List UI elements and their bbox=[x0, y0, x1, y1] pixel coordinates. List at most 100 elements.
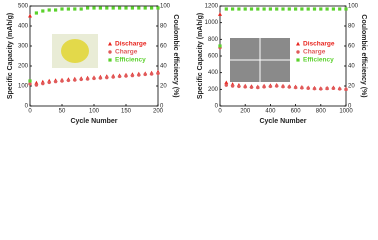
y-tick-label: 300 bbox=[18, 44, 29, 50]
y-tick-label: 1000 bbox=[205, 20, 219, 26]
point bbox=[281, 7, 285, 11]
point bbox=[325, 7, 329, 11]
point bbox=[124, 6, 128, 10]
point bbox=[79, 77, 83, 82]
point bbox=[92, 6, 96, 10]
x-tick-label: 200 bbox=[153, 109, 164, 115]
point bbox=[86, 6, 90, 10]
point bbox=[224, 7, 228, 11]
point bbox=[268, 7, 272, 11]
y-tick-label: 800 bbox=[208, 37, 219, 43]
x-tick-label: 1000 bbox=[339, 109, 353, 115]
x-tick-label: 0 bbox=[28, 109, 32, 115]
point bbox=[60, 7, 64, 11]
x-axis-label: Cycle Number bbox=[70, 118, 117, 125]
y2-tick-label: 40 bbox=[348, 64, 355, 70]
point bbox=[34, 83, 39, 87]
legend-label: Charge bbox=[115, 49, 138, 56]
point bbox=[47, 8, 51, 12]
point bbox=[124, 74, 128, 78]
point bbox=[105, 75, 109, 80]
point bbox=[108, 58, 112, 62]
point bbox=[243, 7, 247, 11]
point bbox=[296, 41, 300, 46]
y2-tick-label: 80 bbox=[348, 24, 355, 30]
point bbox=[344, 7, 348, 11]
point bbox=[28, 82, 32, 86]
point bbox=[108, 50, 112, 54]
y2-axis-label: Coulombic efficiency (%) bbox=[360, 14, 367, 97]
y2-axis-label: Coulombic efficiency (%) bbox=[172, 14, 179, 97]
point bbox=[54, 8, 58, 12]
point bbox=[300, 7, 304, 11]
point bbox=[296, 58, 300, 62]
y2-tick-label: 0 bbox=[160, 104, 164, 110]
point bbox=[338, 7, 342, 11]
point bbox=[296, 50, 300, 54]
point bbox=[237, 84, 241, 89]
point bbox=[231, 7, 235, 11]
point bbox=[137, 73, 141, 77]
point bbox=[53, 79, 58, 84]
point bbox=[243, 85, 247, 89]
x-tick-label: 150 bbox=[121, 109, 132, 115]
point bbox=[312, 7, 317, 11]
x-tick-label: 200 bbox=[240, 109, 251, 115]
point bbox=[249, 85, 254, 89]
y2-tick-label: 0 bbox=[348, 104, 352, 110]
point bbox=[111, 6, 115, 10]
point bbox=[275, 7, 279, 11]
point bbox=[268, 84, 273, 89]
x-tick-label: 50 bbox=[59, 109, 66, 115]
point bbox=[143, 6, 147, 10]
x-tick-label: 100 bbox=[89, 109, 100, 115]
point bbox=[143, 72, 147, 77]
y2-tick-label: 40 bbox=[160, 64, 167, 70]
point bbox=[156, 6, 160, 10]
point bbox=[262, 85, 266, 89]
y-tick-label: 200 bbox=[18, 64, 29, 70]
point bbox=[130, 73, 135, 78]
point bbox=[41, 9, 45, 13]
point bbox=[287, 85, 291, 89]
y2-tick-label: 20 bbox=[160, 84, 167, 90]
y2-tick-label: 100 bbox=[160, 4, 171, 10]
point bbox=[41, 81, 45, 86]
y-tick-label: 1200 bbox=[205, 4, 219, 10]
x-axis-label: Cycle Number bbox=[259, 118, 306, 125]
legend-label: Charge bbox=[303, 49, 326, 56]
point bbox=[262, 7, 266, 11]
y2-tick-label: 60 bbox=[160, 44, 167, 50]
point bbox=[28, 79, 32, 83]
y2-tick-label: 100 bbox=[348, 4, 359, 10]
point bbox=[230, 84, 235, 88]
point bbox=[306, 7, 310, 11]
legend-label: Discharge bbox=[303, 41, 335, 48]
point bbox=[28, 13, 32, 18]
legend-label: Efficiency bbox=[115, 57, 146, 64]
y2-tick-label: 60 bbox=[348, 44, 355, 50]
point bbox=[249, 7, 254, 11]
point bbox=[224, 80, 229, 85]
point bbox=[224, 83, 228, 87]
y-tick-label: 400 bbox=[208, 70, 219, 76]
point bbox=[319, 87, 323, 91]
point bbox=[275, 84, 279, 88]
point bbox=[105, 6, 109, 10]
y-axis-label: Specific Capacity (mAh/g) bbox=[7, 13, 14, 99]
point bbox=[156, 71, 160, 76]
point bbox=[98, 6, 102, 10]
point bbox=[300, 86, 304, 90]
x-tick-label: 600 bbox=[291, 109, 302, 115]
y2-tick-label: 20 bbox=[348, 84, 355, 90]
point bbox=[294, 7, 298, 11]
point bbox=[73, 7, 77, 11]
x-tick-label: 400 bbox=[265, 109, 276, 115]
point bbox=[66, 7, 70, 11]
y-tick-label: 0 bbox=[25, 104, 29, 110]
point bbox=[130, 6, 134, 10]
point bbox=[92, 76, 96, 81]
x-tick-label: 800 bbox=[316, 109, 327, 115]
inset-image bbox=[61, 39, 89, 63]
point bbox=[108, 41, 112, 46]
